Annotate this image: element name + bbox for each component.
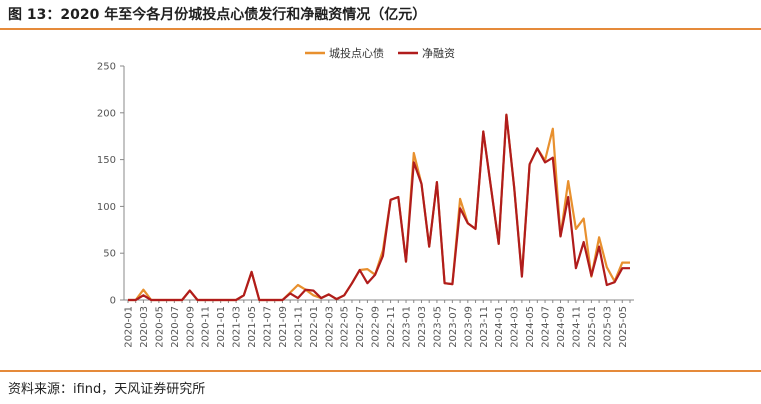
x-tick-label: 2020-03: [139, 306, 150, 348]
x-tick-label: 2025-03: [602, 306, 613, 348]
x-tick-label: 2025-05: [618, 306, 629, 348]
x-tick-label: 2022-01: [309, 306, 320, 348]
x-tick-label: 2023-05: [432, 306, 443, 348]
x-tick-label: 2020-07: [170, 306, 181, 348]
x-tick-label: 2021-01: [216, 306, 227, 348]
x-tick-label: 2024-09: [556, 306, 567, 348]
legend: 城投点心债 净融资: [305, 46, 455, 60]
y-tick-label: 250: [97, 62, 116, 73]
bottom-rule: [0, 370, 761, 372]
top-rule: [0, 28, 761, 30]
x-tick-label: 2020-11: [201, 306, 212, 348]
y-tick-label: 50: [103, 249, 116, 260]
legend-net-label: 净融资: [422, 46, 455, 60]
y-tick-label: 100: [97, 202, 116, 213]
x-tick-label: 2021-07: [263, 306, 274, 348]
x-tick-label: 2023-09: [463, 306, 474, 348]
y-tick-label: 200: [97, 108, 116, 119]
x-tick-label: 2023-11: [479, 306, 490, 348]
x-tick-label: 2025-01: [587, 306, 598, 348]
y-tick-label: 150: [97, 155, 116, 166]
x-tick-label: 2020-09: [185, 306, 196, 348]
x-tick-label: 2023-03: [417, 306, 428, 348]
chart-title: 图 13：2020 年至今各月份城投点心债发行和净融资情况（亿元）: [8, 7, 427, 23]
x-tick-label: 2021-11: [293, 306, 304, 348]
source-note: 资料来源：ifind，天风证券研究所: [8, 382, 206, 397]
x-tick-label: 2022-03: [324, 306, 335, 348]
x-tick-label: 2021-09: [278, 306, 289, 348]
x-tick-label: 2022-07: [355, 306, 366, 348]
y-tick-label: 0: [110, 296, 116, 307]
x-tick-label: 2024-11: [571, 306, 582, 348]
x-tick-label: 2024-01: [494, 306, 505, 348]
issuance-line: [128, 113, 630, 302]
x-tick-label: 2022-11: [386, 306, 397, 348]
legend-issuance-label: 城投点心债: [329, 46, 384, 60]
x-tick-label: 2023-07: [448, 306, 459, 348]
net-financing-line: [128, 113, 630, 302]
x-tick-label: 2021-03: [232, 306, 243, 348]
x-tick-label: 2022-09: [371, 306, 382, 348]
x-tick-label: 2022-05: [340, 306, 351, 348]
y-axis: 0 50 100 150 200 250: [97, 62, 125, 307]
x-tick-label: 2023-01: [402, 306, 413, 348]
x-axis: 2020-01 2020-03 2020-05 2020-07 2020-09 2020-…: [124, 299, 634, 348]
x-tick-label: 2024-07: [541, 306, 552, 348]
x-tick-label: 2024-03: [510, 306, 521, 348]
x-tick-label: 2020-05: [154, 306, 165, 348]
x-tick-label: 2021-05: [247, 306, 258, 348]
x-tick-label: 2024-05: [525, 306, 536, 348]
x-tick-label: 2020-01: [124, 306, 135, 348]
series-lines: [128, 113, 630, 302]
